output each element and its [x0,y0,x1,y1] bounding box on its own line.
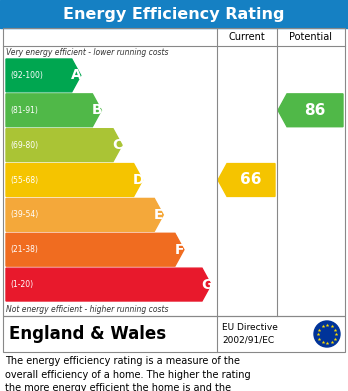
Bar [3,316,345,352]
Polygon shape [278,94,343,127]
Text: (39-54): (39-54) [10,210,38,219]
Text: Very energy efficient - lower running costs: Very energy efficient - lower running co… [6,48,168,57]
Text: D: D [133,173,144,187]
Text: C: C [112,138,122,152]
Text: EU Directive
2002/91/EC: EU Directive 2002/91/EC [222,323,278,345]
Text: G: G [201,278,212,292]
Polygon shape [6,268,211,301]
Text: (55-68): (55-68) [10,176,38,185]
Text: B: B [92,103,102,117]
Text: The energy efficiency rating is a measure of the
overall efficiency of a home. T: The energy efficiency rating is a measur… [5,356,251,391]
Text: Potential: Potential [290,32,332,42]
Bar [3,28,345,316]
Text: 66: 66 [240,172,262,188]
Polygon shape [6,94,101,127]
Polygon shape [6,233,184,266]
Polygon shape [6,163,143,196]
Text: 86: 86 [304,103,326,118]
Text: (1-20): (1-20) [10,280,33,289]
Text: (21-38): (21-38) [10,245,38,254]
Text: (69-80): (69-80) [10,141,38,150]
Polygon shape [6,129,122,161]
Circle shape [314,321,340,347]
Text: E: E [154,208,164,222]
Bar [0,0,348,28]
Text: Current: Current [229,32,266,42]
Text: (92-100): (92-100) [10,71,43,80]
Polygon shape [6,59,81,92]
Text: Not energy efficient - higher running costs: Not energy efficient - higher running co… [6,305,168,314]
Text: F: F [175,243,184,257]
Polygon shape [6,198,163,231]
Text: (81-91): (81-91) [10,106,38,115]
Text: England & Wales: England & Wales [9,325,166,343]
Text: Energy Efficiency Rating: Energy Efficiency Rating [63,7,285,22]
Text: A: A [71,68,82,83]
Polygon shape [218,163,275,196]
